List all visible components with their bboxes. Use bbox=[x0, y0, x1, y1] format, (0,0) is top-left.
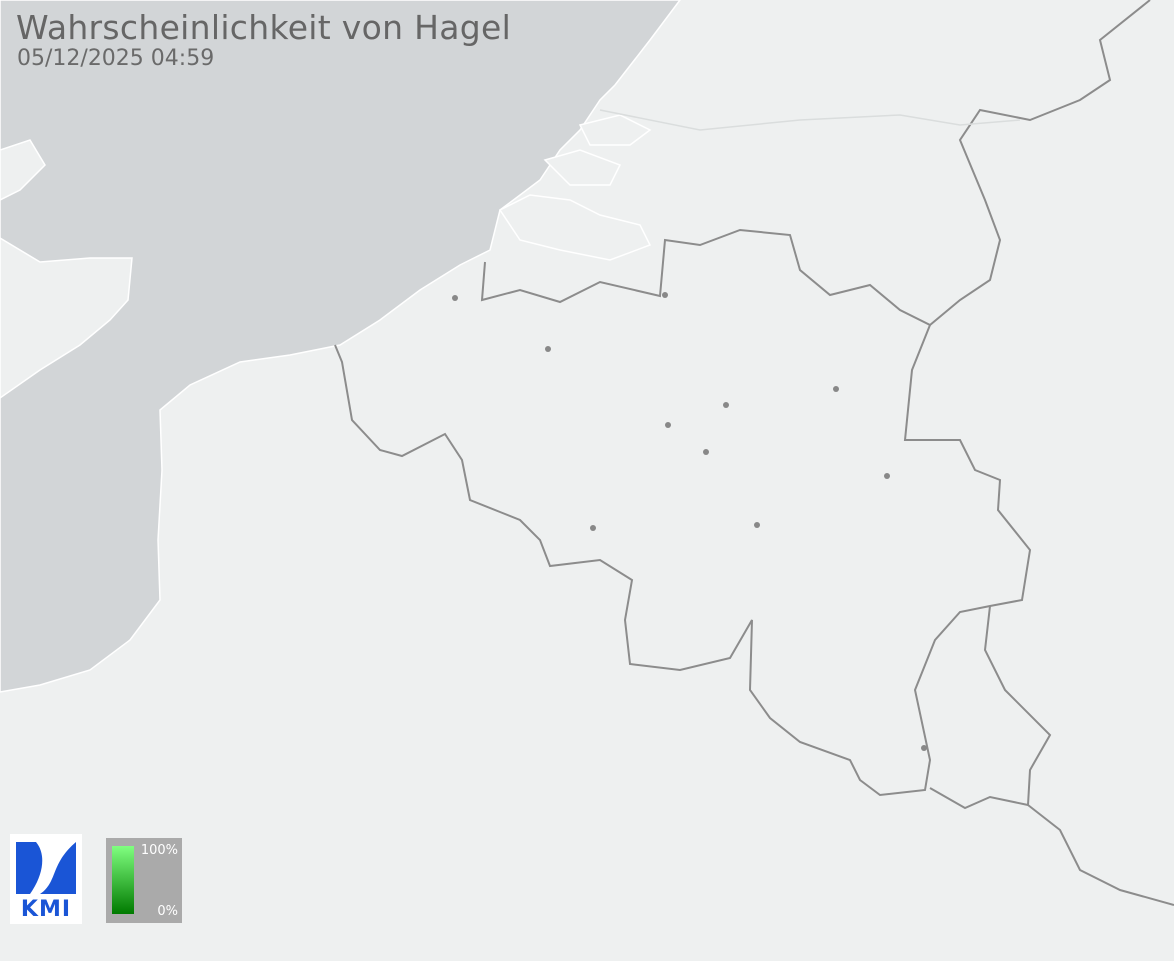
city-marker bbox=[754, 522, 760, 528]
legend-max-label: 100% bbox=[140, 843, 178, 858]
netherlands-germany-border bbox=[929, 0, 1151, 326]
england-land-north bbox=[0, 139, 46, 201]
city-marker bbox=[452, 295, 458, 301]
city-markers bbox=[452, 292, 927, 751]
kmi-logo: KMI bbox=[10, 834, 82, 924]
city-marker bbox=[921, 745, 927, 751]
germany-france-border bbox=[1027, 804, 1174, 906]
zeeland-islands bbox=[498, 114, 652, 261]
probability-legend: 100% 0% bbox=[106, 838, 182, 923]
city-marker bbox=[723, 402, 729, 408]
city-marker bbox=[884, 473, 890, 479]
kmi-logo-icon bbox=[16, 842, 76, 894]
city-marker bbox=[590, 525, 596, 531]
sea-area bbox=[0, 0, 681, 693]
england-land bbox=[0, 237, 133, 399]
logo-text: KMI bbox=[20, 897, 72, 922]
river-meuse bbox=[599, 109, 1021, 131]
legend-min-label: 0% bbox=[157, 904, 178, 919]
belgium-border bbox=[334, 228, 1032, 797]
map-title: Wahrscheinlichkeit von Hagel bbox=[16, 8, 512, 47]
city-marker bbox=[833, 386, 839, 392]
city-marker bbox=[703, 449, 709, 455]
city-marker bbox=[665, 422, 671, 428]
map-timestamp: 05/12/2025 04:59 bbox=[17, 46, 215, 71]
city-marker bbox=[545, 346, 551, 352]
city-marker bbox=[662, 292, 668, 298]
legend-color-bar bbox=[112, 846, 134, 914]
luxembourg-border bbox=[929, 605, 1052, 810]
